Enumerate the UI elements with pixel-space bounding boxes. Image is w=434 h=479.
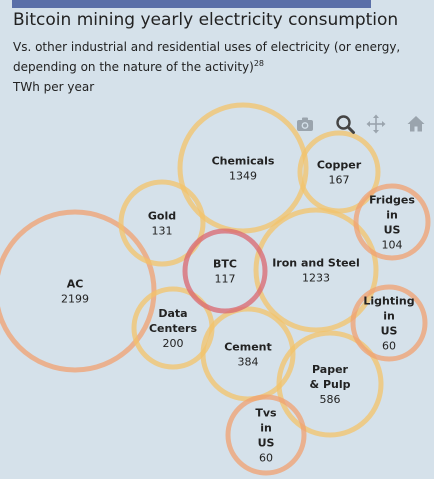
chart-title: Bitcoin mining yearly electricity consum… <box>13 10 399 30</box>
bubble-circle-cement[interactable] <box>200 306 296 402</box>
bubble-gold[interactable]: Gold 131 <box>118 179 206 267</box>
bubble-value-tvs-in-us: 60 <box>259 452 273 465</box>
bubble-circle-data-centers[interactable] <box>131 286 215 370</box>
bubble-circle-copper[interactable] <box>297 130 381 214</box>
bubble-circle-iron-and-steel[interactable] <box>253 207 379 333</box>
bubble-label-lighting-in-us: in <box>383 310 395 323</box>
bubble-value-iron-and-steel: 1233 <box>302 272 330 285</box>
bubble-label-paper-and-pulp: Paper <box>312 363 349 376</box>
bubble-value-chemicals: 1349 <box>229 170 257 183</box>
bubble-fridges-in-us[interactable]: Fridges in US 104 <box>353 183 431 261</box>
bubble-label-tvs-in-us: Tvs <box>255 407 277 420</box>
bubble-value-cement: 384 <box>238 356 259 369</box>
bubble-chemicals[interactable]: Chemicals 1349 <box>177 102 309 234</box>
bubble-label-chemicals: Chemicals <box>212 155 275 168</box>
bubble-iron-and-steel[interactable]: Iron and Steel 1233 <box>253 207 379 333</box>
bubble-circle-gold[interactable] <box>118 179 206 267</box>
bubble-label-iron-and-steel: Iron and Steel <box>272 257 360 270</box>
footnote-marker: 28 <box>253 59 264 68</box>
bubble-value-lighting-in-us: 60 <box>382 340 396 353</box>
bubble-label-tvs-in-us: US <box>258 437 275 450</box>
bubble-tvs-in-us[interactable]: Tvs in US 60 <box>225 394 307 476</box>
bubble-label-data-centers: Data <box>158 307 187 320</box>
bubble-value-gold: 131 <box>152 225 173 238</box>
top-accent-bar <box>12 0 371 8</box>
bubble-lighting-in-us[interactable]: Lighting in US 60 <box>350 284 428 362</box>
bubble-data-centers[interactable]: Data Centers 200 <box>131 286 215 370</box>
bubble-label-cement: Cement <box>224 341 272 354</box>
bubble-label-fridges-in-us: Fridges <box>369 194 415 207</box>
bubble-label-btc: BTC <box>213 258 237 271</box>
bubble-circle-tvs-in-us[interactable] <box>225 394 307 476</box>
bubble-circle-fridges-in-us[interactable] <box>353 183 431 261</box>
chart-subtitle: Vs. other industrial and residential use… <box>13 37 425 97</box>
bubble-label-lighting-in-us: Lighting <box>363 295 414 308</box>
bubble-label-ac: AC <box>67 278 84 291</box>
bubble-value-btc: 117 <box>215 273 236 286</box>
bubble-value-ac: 2199 <box>61 293 89 306</box>
bubble-value-paper-and-pulp: 586 <box>320 393 341 406</box>
bubble-label-gold: Gold <box>148 210 176 223</box>
bubble-value-copper: 167 <box>329 174 350 187</box>
bubble-label-fridges-in-us: US <box>384 224 401 237</box>
bubble-label-lighting-in-us: US <box>381 325 398 338</box>
bubble-cement[interactable]: Cement 384 <box>200 306 296 402</box>
bubble-label-data-centers: Centers <box>149 322 198 335</box>
home-icon[interactable] <box>405 113 427 135</box>
camera-icon[interactable] <box>294 113 316 135</box>
bubble-label-paper-and-pulp: & Pulp <box>310 378 351 391</box>
bubble-label-tvs-in-us: in <box>260 422 272 435</box>
bubble-circle-chemicals[interactable] <box>177 102 309 234</box>
bubble-circle-ac[interactable] <box>0 209 157 373</box>
bubble-circle-lighting-in-us[interactable] <box>350 284 428 362</box>
unit-line: TWh per year <box>13 80 95 94</box>
subtitle-text: Vs. other industrial and residential use… <box>13 40 401 74</box>
bubble-value-data-centers: 200 <box>163 337 184 350</box>
zoom-icon[interactable] <box>334 113 356 135</box>
bubble-ac[interactable]: AC 2199 <box>0 209 157 373</box>
bubble-value-fridges-in-us: 104 <box>382 239 403 252</box>
bubble-label-copper: Copper <box>317 159 362 172</box>
bubble-label-fridges-in-us: in <box>386 209 398 222</box>
bubble-circle-btc[interactable] <box>182 228 268 314</box>
bubble-btc[interactable]: BTC 117 <box>182 228 268 314</box>
bubble-copper[interactable]: Copper 167 <box>297 130 381 214</box>
pan-icon[interactable] <box>365 113 387 135</box>
